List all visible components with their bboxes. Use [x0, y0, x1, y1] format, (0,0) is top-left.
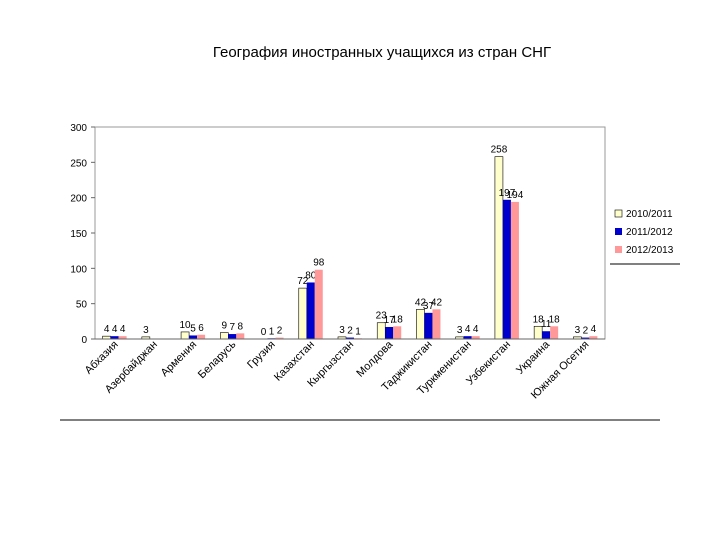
value-label: 4: [473, 324, 479, 335]
value-label: 3: [339, 325, 345, 336]
bar: [432, 309, 441, 339]
bar: [494, 156, 504, 340]
bar: [110, 336, 119, 339]
value-label: 18: [533, 314, 545, 325]
value-label: 23: [376, 311, 388, 322]
value-label: 37: [423, 301, 435, 312]
value-label: 72: [297, 276, 309, 287]
bar: [581, 337, 590, 339]
legend-label: 2012/2013: [626, 245, 674, 256]
bar: [502, 199, 511, 339]
value-label: 4: [104, 324, 110, 335]
bar: [314, 269, 323, 339]
bar: [236, 333, 245, 339]
value-label: 4: [465, 324, 471, 335]
bar: [189, 335, 198, 339]
value-label: 42: [431, 297, 443, 308]
bar: [275, 337, 284, 339]
value-label: 17: [384, 315, 396, 326]
value-label: 2: [583, 326, 589, 337]
value-label: 4: [120, 324, 126, 335]
bar: [463, 336, 472, 339]
bar: [416, 309, 425, 340]
y-tick-label: 150: [70, 229, 87, 240]
value-label: 42: [415, 297, 427, 308]
value-label: 6: [198, 323, 204, 334]
value-label: 2: [277, 326, 283, 337]
value-label: 7: [230, 322, 236, 333]
legend-label: 2010/2011: [626, 209, 673, 220]
value-label: 10: [180, 320, 192, 331]
value-label: 5: [190, 323, 196, 334]
bar: [306, 282, 315, 339]
y-tick-label: 50: [76, 300, 88, 311]
bar: [220, 332, 229, 340]
x-tick-label: Беларусь: [196, 338, 239, 381]
value-label: 18: [549, 314, 561, 325]
bar: [385, 326, 394, 339]
value-label: 18: [392, 314, 404, 325]
value-label: 1: [355, 326, 361, 337]
x-tick-label: Грузия: [245, 339, 278, 372]
x-tick-label: Молдова: [354, 338, 396, 380]
bar: [118, 336, 127, 339]
value-label: 3: [575, 325, 581, 336]
bar: [589, 336, 598, 339]
value-label: 197: [499, 188, 516, 199]
bar: [180, 331, 190, 340]
y-tick-label: 0: [81, 335, 87, 346]
value-label: 4: [591, 324, 597, 335]
bar: [298, 287, 308, 340]
x-tick-label: Украина: [514, 338, 553, 377]
value-label: 2: [347, 326, 353, 337]
legend-swatch: [615, 246, 622, 253]
value-label: 3: [457, 325, 463, 336]
y-tick-label: 200: [70, 194, 87, 205]
value-label: 80: [305, 270, 317, 281]
bar: [424, 312, 433, 339]
x-tick-label: Армения: [159, 339, 200, 380]
value-label: 98: [313, 258, 325, 269]
chart-title: География иностранных учащихся из стран …: [213, 44, 551, 61]
value-label: 1: [269, 326, 275, 337]
y-tick-label: 300: [70, 123, 87, 134]
plot-frame: [94, 126, 606, 340]
bar: [542, 331, 551, 339]
value-label: 9: [222, 321, 228, 332]
value-label: 3: [143, 325, 149, 336]
value-label: 0: [261, 327, 267, 338]
bar: [346, 337, 354, 339]
x-tick-label: Абхазия: [83, 339, 121, 377]
value-label: 4: [112, 324, 118, 335]
legend-label: 2011/2012: [626, 227, 673, 238]
bar: [393, 326, 402, 339]
bar: [228, 334, 237, 339]
bar: [510, 201, 519, 339]
y-tick-label: 250: [70, 158, 87, 169]
y-tick-label: 100: [70, 264, 87, 275]
legend-swatch: [615, 228, 622, 235]
bar: [550, 326, 559, 339]
value-label: 258: [491, 145, 508, 156]
value-label: 11: [541, 319, 552, 330]
bar: [197, 334, 206, 339]
value-label: 8: [238, 321, 244, 332]
bar: [471, 336, 480, 339]
value-label: 194: [507, 190, 524, 201]
legend-swatch: [614, 209, 623, 218]
